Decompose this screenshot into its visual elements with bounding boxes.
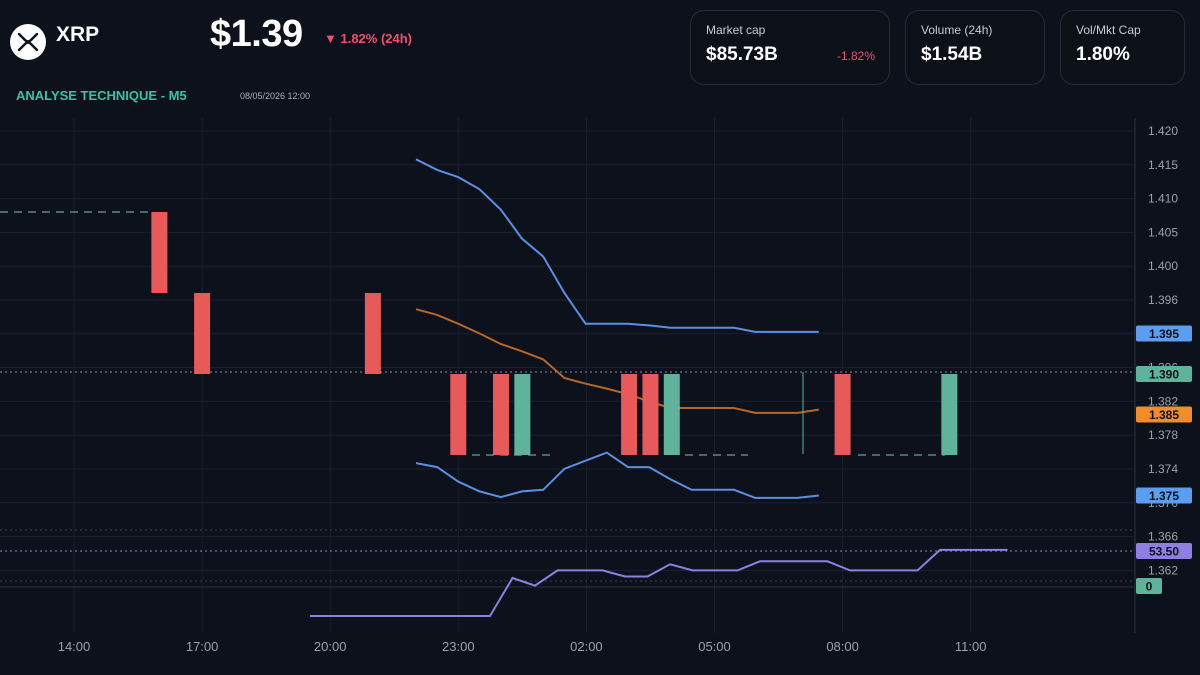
candle-down (642, 374, 659, 455)
xrp-logo-icon (10, 24, 46, 60)
market-cap-change: -1.82% (836, 49, 875, 63)
candle-down (194, 293, 211, 374)
volume-card: Volume (24h) $1.54B (905, 10, 1045, 85)
price: $1.39 (210, 13, 303, 55)
y-tick-label: 1.366 (1148, 530, 1178, 544)
candle-up (663, 374, 680, 455)
price-label-1-385: 1.385 (1136, 406, 1192, 423)
market-cap-card: Market cap $85.73B -1.82% (690, 10, 890, 85)
price-label-0: 0 (1136, 578, 1162, 594)
volume-value: $1.54B (921, 44, 983, 65)
y-tick-label: 1.415 (1148, 158, 1178, 172)
bollinger-lower-line (415, 451, 819, 499)
price-label-bg (1136, 543, 1192, 559)
candle-down (834, 374, 851, 455)
x-tick-label: 23:00 (442, 639, 475, 654)
candle-down (364, 293, 381, 374)
price-change: ▼ 1.82% (24h) (324, 31, 413, 46)
analysis-title: ANALYSE TECHNIQUE - M5 (16, 88, 187, 103)
price-label-bg (1136, 578, 1162, 594)
analysis-date: 08/05/2026 12:00 (240, 91, 311, 101)
bollinger-middle-line (415, 308, 819, 414)
price-label-text: 53.50 (1149, 545, 1179, 559)
y-tick-label: 1.382 (1148, 394, 1178, 408)
x-tick-label: 08:00 (826, 639, 859, 654)
price-label-text: 1.395 (1149, 327, 1179, 341)
y-tick-label: 1.410 (1148, 192, 1178, 206)
header: XRP $1.39 ▼ 1.82% (24h) ANALYSE TECHNIQU… (0, 0, 1200, 115)
price-label-1-395: 1.395 (1136, 325, 1192, 342)
bollinger-upper-line (415, 158, 819, 333)
plot-area (0, 118, 1135, 633)
market-cap-label: Market cap (706, 23, 766, 37)
candle-up (941, 374, 958, 455)
y-tick-label: 1.400 (1148, 259, 1178, 273)
market-cap-value: $85.73B (706, 44, 778, 65)
price-label-text: 1.375 (1149, 489, 1179, 503)
vol-mkt-cap-label: Vol/Mkt Cap (1076, 23, 1141, 37)
vol-mkt-cap-value: 1.80% (1076, 44, 1130, 65)
x-tick-label: 02:00 (570, 639, 603, 654)
price-label-text: 0 (1146, 580, 1153, 594)
x-tick-label: 11:00 (955, 639, 987, 654)
candle-up (514, 374, 531, 455)
price-label-text: 1.385 (1149, 408, 1179, 422)
rsi-line (310, 548, 1008, 617)
x-tick-label: 05:00 (698, 639, 731, 654)
price-label-bg (1136, 487, 1192, 504)
price-label-text: 1.390 (1149, 368, 1179, 382)
price-label-53-50: 53.50 (1136, 543, 1192, 559)
price-label-bg (1136, 406, 1192, 423)
price-label-1-390: 1.390 (1136, 366, 1192, 382)
y-tick-label: 1.374 (1148, 462, 1178, 476)
x-tick-label: 17:00 (186, 639, 219, 654)
x-tick-label: 14:00 (58, 639, 91, 654)
y-tick-label: 1.420 (1148, 124, 1178, 138)
price-label-1-375: 1.375 (1136, 487, 1192, 504)
candle-down (493, 374, 509, 455)
candle-down (450, 374, 467, 455)
candle-down (151, 212, 168, 293)
volume-label: Volume (24h) (921, 23, 993, 37)
symbol: XRP (56, 23, 100, 46)
y-tick-label: 1.405 (1148, 225, 1178, 239)
y-tick-label: 1.396 (1148, 293, 1178, 307)
y-tick-label: 1.362 (1148, 563, 1178, 577)
vol-mkt-cap-card: Vol/Mkt Cap 1.80% (1060, 10, 1185, 85)
candle-down (621, 374, 638, 455)
y-tick-label: 1.378 (1148, 428, 1178, 442)
price-label-bg (1136, 325, 1192, 342)
x-tick-label: 20:00 (314, 639, 347, 654)
price-label-bg (1136, 366, 1192, 382)
